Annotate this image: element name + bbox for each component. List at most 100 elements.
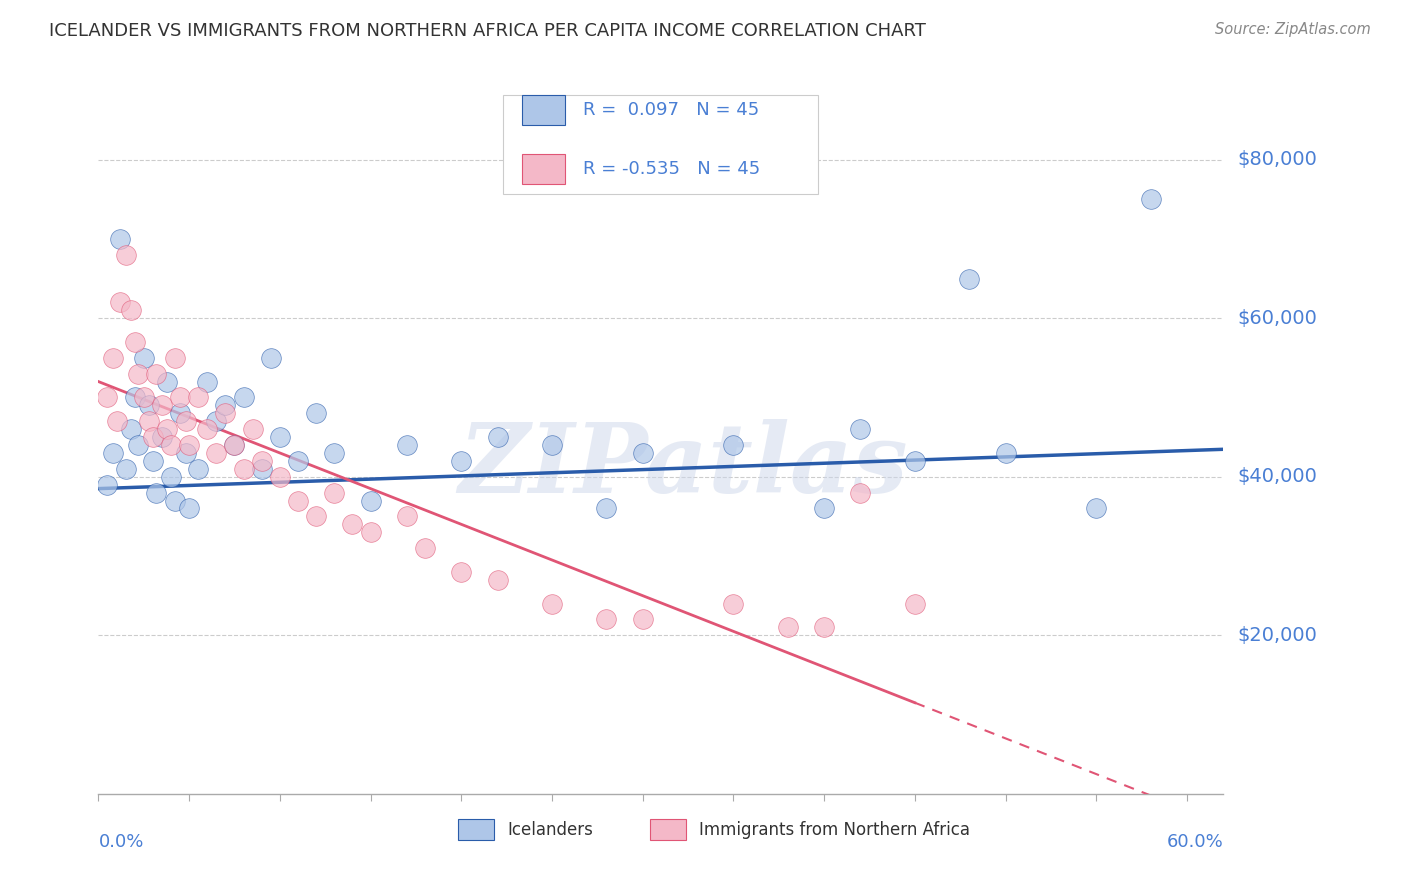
Point [631, 612, 654, 626]
Point [114, 462, 136, 476]
Point [195, 375, 218, 389]
Text: ZIPatlas: ZIPatlas [458, 418, 908, 513]
Point [849, 485, 872, 500]
Point [287, 454, 309, 468]
Point [342, 517, 364, 532]
Point [120, 303, 142, 318]
Point [395, 438, 418, 452]
Point [160, 438, 183, 452]
Point [101, 351, 124, 365]
Point [142, 430, 165, 444]
FancyBboxPatch shape [523, 95, 565, 125]
Text: 60.0%: 60.0% [1167, 833, 1223, 851]
Point [187, 462, 209, 476]
Point [723, 597, 745, 611]
Point [179, 501, 201, 516]
Text: $40,000: $40,000 [1237, 467, 1317, 486]
Point [813, 620, 835, 634]
Point [127, 367, 149, 381]
Point [994, 446, 1017, 460]
Point [179, 438, 201, 452]
Text: ICELANDER VS IMMIGRANTS FROM NORTHERN AFRICA PER CAPITA INCOME CORRELATION CHART: ICELANDER VS IMMIGRANTS FROM NORTHERN AF… [49, 22, 927, 40]
Point [1085, 501, 1108, 516]
Point [145, 485, 167, 500]
Point [595, 501, 617, 516]
Point [269, 430, 291, 444]
Point [541, 438, 564, 452]
Point [174, 446, 197, 460]
Point [305, 406, 328, 420]
Point [132, 391, 155, 405]
FancyBboxPatch shape [503, 95, 818, 194]
Point [108, 232, 131, 246]
Point [813, 501, 835, 516]
Point [849, 422, 872, 436]
Point [174, 414, 197, 428]
Point [156, 375, 179, 389]
Text: R =  0.097   N = 45: R = 0.097 N = 45 [583, 102, 759, 120]
FancyBboxPatch shape [650, 819, 686, 840]
Point [450, 565, 472, 579]
Point [96, 391, 118, 405]
Point [450, 454, 472, 468]
Point [1139, 192, 1161, 206]
Point [124, 391, 146, 405]
Text: $60,000: $60,000 [1237, 309, 1317, 327]
Text: Source: ZipAtlas.com: Source: ZipAtlas.com [1215, 22, 1371, 37]
Point [486, 430, 509, 444]
Point [250, 454, 273, 468]
Point [138, 414, 160, 428]
Point [776, 620, 799, 634]
Point [224, 438, 246, 452]
Point [105, 414, 128, 428]
Point [145, 367, 167, 381]
Point [541, 597, 564, 611]
Point [723, 438, 745, 452]
Text: Immigrants from Northern Africa: Immigrants from Northern Africa [699, 821, 970, 838]
Point [395, 509, 418, 524]
Point [214, 406, 236, 420]
Point [305, 509, 328, 524]
Point [142, 454, 165, 468]
Point [631, 446, 654, 460]
Point [150, 398, 173, 412]
Point [242, 422, 264, 436]
Point [214, 398, 236, 412]
Point [323, 446, 346, 460]
FancyBboxPatch shape [523, 153, 565, 184]
Point [232, 462, 254, 476]
Point [101, 446, 124, 460]
Point [413, 541, 436, 555]
Point [323, 485, 346, 500]
Point [486, 573, 509, 587]
Point [163, 351, 186, 365]
Point [160, 469, 183, 483]
Point [232, 391, 254, 405]
Point [96, 477, 118, 491]
Point [120, 422, 142, 436]
Text: Icelanders: Icelanders [508, 821, 593, 838]
Point [169, 406, 191, 420]
FancyBboxPatch shape [458, 819, 495, 840]
Point [205, 414, 228, 428]
Text: 0.0%: 0.0% [98, 833, 143, 851]
Text: R = -0.535   N = 45: R = -0.535 N = 45 [583, 160, 761, 178]
Point [138, 398, 160, 412]
Point [260, 351, 283, 365]
Point [957, 271, 980, 285]
Point [360, 493, 382, 508]
Point [163, 493, 186, 508]
Point [114, 248, 136, 262]
Text: $80,000: $80,000 [1237, 150, 1317, 169]
Point [169, 391, 191, 405]
Text: $20,000: $20,000 [1237, 626, 1317, 645]
Point [156, 422, 179, 436]
Point [287, 493, 309, 508]
Point [108, 295, 131, 310]
Point [250, 462, 273, 476]
Point [904, 454, 927, 468]
Point [195, 422, 218, 436]
Point [904, 597, 927, 611]
Point [224, 438, 246, 452]
Point [360, 525, 382, 540]
